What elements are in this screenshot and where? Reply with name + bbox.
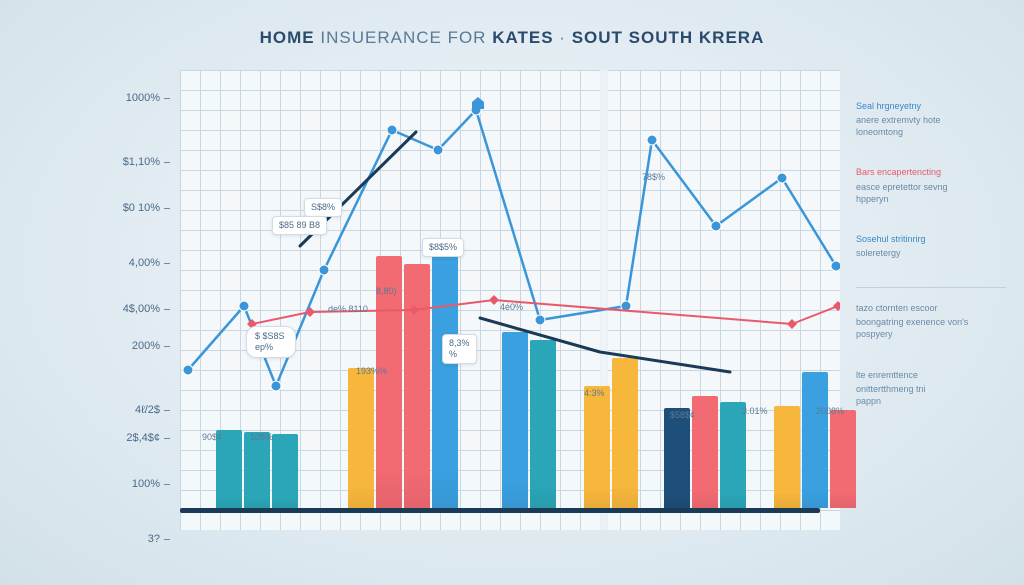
legend-item-header: lte enremttence bbox=[856, 369, 1006, 381]
y-axis: 1000% $1,10% $0 10% 4,00% 4$,00% 200% 4ℓ/2$ 2$,… bbox=[100, 70, 170, 530]
title-sep: · bbox=[559, 28, 566, 47]
callout-layer: S$8%$85 89 B8 $ $S8S ep% de% 8110 8,80) $8$5… bbox=[180, 70, 840, 530]
title-word-6: SOUTH bbox=[629, 28, 694, 47]
title-word-5: SOUT bbox=[572, 28, 623, 47]
legend-divider bbox=[856, 287, 1006, 288]
legend-item: Bars encapertencting easce epretettor sev… bbox=[856, 166, 1006, 204]
data-callout: 193%% bbox=[356, 366, 387, 376]
data-callout: $85 89 B8 bbox=[272, 216, 327, 235]
data-callout: 4:3% bbox=[584, 388, 605, 398]
title-word-3: FOR bbox=[448, 28, 487, 47]
y-tick-label: 4,00% bbox=[129, 257, 160, 269]
data-callout: S$8% bbox=[304, 198, 342, 217]
legend-item: tazo ctornten escoor boongatring exenence… bbox=[856, 302, 1006, 340]
data-callout: 10$% bbox=[250, 432, 273, 442]
data-callout: $58$¢ bbox=[670, 410, 695, 420]
title-word-7: KRERA bbox=[699, 28, 764, 47]
legend-item-body: boongatring exenence von's pospyery bbox=[856, 316, 1006, 340]
legend-item-header: tazo ctornten escoor bbox=[856, 302, 1006, 314]
legend-item-body: easce epretettor sevng hpperyn bbox=[856, 181, 1006, 205]
data-callout: $ $S8S ep% bbox=[246, 326, 296, 358]
legend-item-header: Seal hrgneyetny bbox=[856, 100, 1006, 112]
data-callout: 8,3% % bbox=[442, 334, 477, 364]
title-word-4: KATES bbox=[492, 28, 553, 47]
legend-item: Sosehul stritinrirg soleretergy bbox=[856, 233, 1006, 259]
chart-title: HOME INSUERANCE FOR KATES · SOUT SOUTH K… bbox=[0, 28, 1024, 48]
y-tick-label: 4$,00% bbox=[123, 303, 160, 315]
legend-item-body: onittertthmeng tni pappn bbox=[856, 383, 1006, 407]
data-callout: 2008% bbox=[816, 406, 844, 416]
y-tick-label: 200% bbox=[132, 340, 160, 352]
y-tick-label: 1000% bbox=[126, 92, 160, 104]
data-callout: $8$5% bbox=[422, 238, 464, 257]
data-callout: de% 8110 bbox=[328, 304, 368, 314]
title-word-2: INSUERANCE bbox=[320, 28, 441, 47]
legend-item-header: Bars encapertencting bbox=[856, 166, 1006, 178]
y-tick-label: 4ℓ/2$ bbox=[135, 404, 160, 416]
legend: Seal hrgneyetny anere extremvty hote lone… bbox=[856, 100, 1006, 435]
data-callout: 3.01% bbox=[742, 406, 768, 416]
y-tick-label: $1,10% bbox=[123, 156, 160, 168]
y-tick-label: 3? bbox=[148, 533, 160, 545]
data-callout: 90$¢ bbox=[202, 432, 222, 442]
title-word-1: HOME bbox=[260, 28, 315, 47]
data-callout: 8,80) bbox=[376, 286, 397, 296]
legend-item-body: anere extremvty hote loneomtong bbox=[856, 114, 1006, 138]
y-tick-label: 2$,4$¢ bbox=[126, 432, 160, 444]
data-callout: 4é0% bbox=[500, 302, 523, 312]
y-tick-label: $0 10% bbox=[123, 202, 160, 214]
data-callout: 78$% bbox=[642, 172, 665, 182]
legend-item: lte enremttence onittertthmeng tni pappn bbox=[856, 369, 1006, 407]
legend-item-body: soleretergy bbox=[856, 247, 1006, 259]
y-tick-label: 100% bbox=[132, 478, 160, 490]
legend-item: Seal hrgneyetny anere extremvty hote lone… bbox=[856, 100, 1006, 138]
legend-item-header: Sosehul stritinrirg bbox=[856, 233, 1006, 245]
